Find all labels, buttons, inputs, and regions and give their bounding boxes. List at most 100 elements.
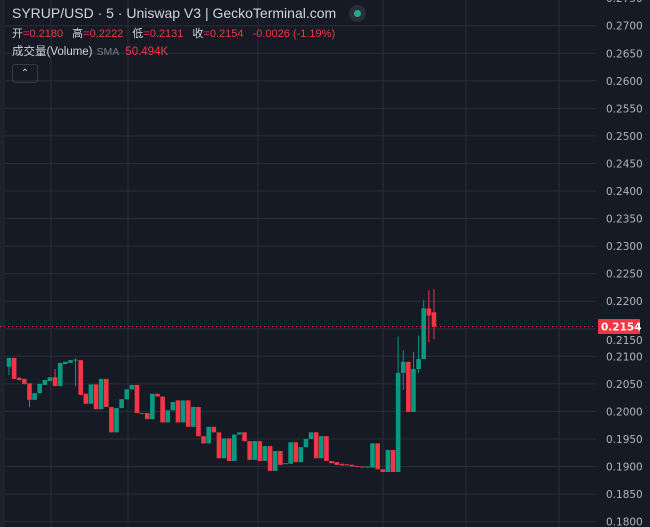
collapse-legend-button[interactable]: ⌃ bbox=[12, 64, 38, 83]
candle-body bbox=[267, 446, 273, 471]
market-status-icon bbox=[354, 9, 362, 17]
candle-body bbox=[252, 441, 258, 460]
candle-body bbox=[257, 441, 263, 461]
candle-body bbox=[47, 377, 53, 382]
candle-body bbox=[16, 377, 22, 380]
candle-body bbox=[144, 413, 150, 420]
price-axis-label: 0.2450 bbox=[606, 158, 643, 170]
candle-body bbox=[11, 357, 17, 379]
price-axis-label: 0.1950 bbox=[606, 434, 643, 446]
price-axis-label: 0.2400 bbox=[606, 186, 643, 198]
candle-body bbox=[129, 384, 135, 390]
candle-body bbox=[165, 410, 171, 423]
candle-body bbox=[329, 460, 334, 464]
candle-body bbox=[226, 438, 232, 461]
candle-body bbox=[354, 465, 360, 468]
candle-body bbox=[150, 393, 155, 420]
candle-body bbox=[283, 463, 288, 465]
close-value: =0.2154 bbox=[203, 28, 244, 40]
candle-body bbox=[32, 393, 37, 400]
chevron-up-icon: ⌃ bbox=[20, 68, 30, 79]
candle-body bbox=[88, 384, 94, 404]
price-axis-label: 0.1800 bbox=[606, 517, 643, 527]
price-axis-label: 0.2300 bbox=[606, 241, 643, 253]
candle-body bbox=[365, 466, 370, 468]
candle-body bbox=[298, 447, 304, 463]
candle-body bbox=[6, 357, 12, 367]
open-value: =0.2180 bbox=[23, 28, 64, 40]
candle-body bbox=[27, 383, 32, 400]
candle-body bbox=[216, 432, 222, 459]
candle-body bbox=[278, 451, 283, 465]
candle-body bbox=[196, 406, 201, 437]
candle-body bbox=[134, 384, 140, 414]
candle-body bbox=[375, 443, 380, 470]
candle-body bbox=[73, 359, 78, 361]
candle-body bbox=[68, 360, 73, 363]
low-label: 低 bbox=[132, 28, 144, 40]
candle-body bbox=[308, 432, 314, 439]
price-axis-label: 0.2050 bbox=[606, 379, 643, 391]
candle-body bbox=[37, 383, 43, 394]
price-axis-label: 0.2100 bbox=[606, 351, 643, 363]
volume-ma-label: SMA bbox=[96, 46, 120, 58]
candle-body bbox=[324, 436, 329, 461]
candle-body bbox=[319, 436, 324, 459]
candle-body bbox=[431, 312, 437, 327]
candle-body bbox=[170, 402, 176, 411]
candle-body bbox=[390, 449, 396, 473]
candle-body bbox=[359, 466, 365, 468]
candle-body bbox=[57, 362, 63, 387]
candle-body bbox=[93, 384, 99, 410]
candle-body bbox=[119, 399, 124, 409]
candle-body bbox=[421, 308, 427, 360]
price-axis-label: 0.1900 bbox=[606, 462, 643, 474]
candle-body bbox=[406, 361, 411, 412]
candle-body bbox=[211, 426, 217, 433]
volume-label: 成交量(Volume) bbox=[12, 46, 93, 58]
chart-legend: SYRUP/USD · 5 · Uniswap V3 | GeckoTermin… bbox=[12, 3, 362, 83]
price-axis-label: 0.2500 bbox=[606, 131, 643, 143]
candle-body bbox=[63, 361, 68, 365]
candle-body bbox=[385, 449, 391, 473]
last-price-badge bbox=[598, 319, 640, 335]
candle-body bbox=[109, 406, 114, 433]
candle-body bbox=[231, 434, 237, 461]
price-axis-label: 0.2750 bbox=[606, 0, 643, 5]
candle-body bbox=[288, 442, 293, 464]
candle-body bbox=[242, 432, 247, 442]
price-axis-label: 0.2000 bbox=[606, 406, 643, 418]
candle-body bbox=[221, 438, 227, 459]
close-label: 收 bbox=[192, 28, 204, 40]
price-axis-label: 0.2250 bbox=[606, 269, 643, 281]
candle-body bbox=[380, 469, 386, 473]
low-value: =0.2131 bbox=[143, 28, 184, 40]
candle-body bbox=[395, 372, 401, 473]
candle-body bbox=[370, 443, 375, 468]
high-value: =0.2222 bbox=[83, 28, 124, 40]
candle-body bbox=[98, 378, 104, 410]
candle-body bbox=[400, 361, 406, 373]
candle-body bbox=[206, 426, 211, 444]
candle-body bbox=[103, 378, 109, 407]
candle-body bbox=[155, 393, 160, 397]
ohlc-readout: 开=0.2180 高=0.2222 低=0.2131 收=0.2154 -0.0… bbox=[12, 25, 361, 40]
candle-body bbox=[78, 360, 83, 395]
symbol-title[interactable]: SYRUP/USD · 5 · Uniswap V3 | GeckoTermin… bbox=[12, 5, 337, 21]
price-axis-label: 0.2650 bbox=[606, 48, 643, 60]
candle-body bbox=[201, 436, 206, 444]
change-value: -0.0026 (-1.19%) bbox=[252, 28, 336, 40]
candle-body bbox=[22, 378, 27, 384]
price-axis-label: 0.2350 bbox=[606, 214, 643, 226]
price-axis-label: 0.2550 bbox=[606, 103, 643, 115]
candle-body bbox=[334, 462, 339, 465]
high-label: 高 bbox=[72, 28, 84, 40]
candle-body bbox=[416, 359, 421, 369]
candle-body bbox=[237, 432, 242, 435]
volume-legend[interactable]: 成交量(Volume) SMA 50.494K bbox=[12, 43, 361, 59]
candle-body bbox=[262, 446, 268, 461]
price-axis-label: 0.2200 bbox=[606, 296, 643, 308]
candle-body bbox=[191, 406, 196, 427]
volume-value: 50.494K bbox=[125, 46, 169, 58]
